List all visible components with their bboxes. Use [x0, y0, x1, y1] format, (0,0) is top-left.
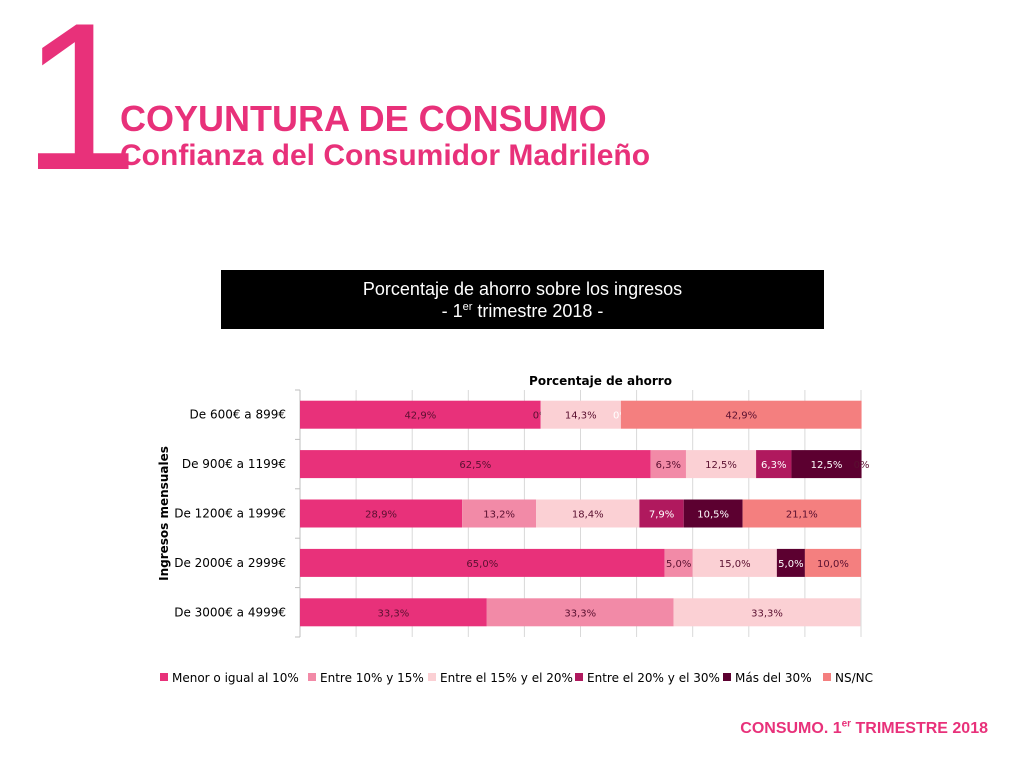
bar-segment: [692, 548, 777, 577]
caption-line-2-suffix: trimestre 2018 -: [472, 301, 604, 321]
bar-segment: [673, 598, 861, 627]
data-label: 33,3%: [564, 608, 596, 619]
data-label: 5,0%: [666, 559, 691, 570]
category-label: De 1200€ a 1999€: [174, 507, 286, 521]
data-label: 6,3%: [656, 460, 681, 471]
data-label: 6,3%: [761, 460, 786, 471]
bar-segment: [300, 598, 487, 627]
bar-segment: [791, 450, 862, 479]
caption-line-1: Porcentaje de ahorro sobre los ingresos: [362, 279, 683, 299]
data-label: 14,3%: [565, 411, 597, 422]
footer-label: CONSUMO. 1er TRIMESTRE 2018: [740, 718, 989, 738]
caption-line-2: - 1er trimestre 2018 -: [221, 300, 824, 322]
bar-segment: [462, 499, 537, 528]
legend-swatch: [428, 673, 436, 681]
data-label: 13,2%: [483, 510, 515, 521]
data-label: 7,9%: [649, 510, 674, 521]
data-label: 12,5%: [811, 460, 843, 471]
legend-swatch: [723, 673, 731, 681]
data-label: 10,5%: [697, 510, 729, 521]
footer-suffix: TRIMESTRE 2018: [851, 720, 989, 737]
bar-segment: [650, 450, 686, 479]
chart-title: Porcentaje de ahorro: [529, 374, 672, 388]
legend-swatch: [160, 673, 168, 681]
bar-segment: [300, 548, 665, 577]
bar-segment: [639, 499, 684, 528]
legend-label: Entre el 20% y el 30%: [587, 671, 720, 685]
category-label: De 2000€ a 2999€: [174, 556, 286, 570]
caption-line-2-prefix: - 1: [441, 301, 463, 321]
bar-segment: [776, 548, 805, 577]
category-label: De 600€ a 899€: [190, 408, 287, 422]
data-label: 15,0%: [719, 559, 751, 570]
data-label: 33,3%: [751, 608, 783, 619]
bar-segment: [804, 548, 861, 577]
data-label: 0%: [854, 460, 870, 471]
data-label: 18,4%: [572, 510, 604, 521]
legend-label: Entre el 15% y el 20%: [440, 671, 573, 685]
bar-segment: [300, 499, 463, 528]
category-label: De 900€ a 1199€: [182, 457, 286, 471]
data-label: 65,0%: [466, 559, 498, 570]
data-label: 10,0%: [817, 559, 849, 570]
footer-sup: er: [841, 718, 852, 730]
legend-swatch: [575, 673, 583, 681]
legend-label: Entre 10% y 15%: [320, 671, 424, 685]
data-label: 42,9%: [725, 411, 757, 422]
bar-segment: [486, 598, 674, 627]
data-label: 12,5%: [705, 460, 737, 471]
y-axis-label: Ingresos mensuales: [157, 446, 171, 581]
bar-segment: [664, 548, 693, 577]
footer-prefix: CONSUMO. 1: [740, 720, 842, 737]
page-subtitle: Confianza del Consumidor Madrileño: [120, 139, 651, 172]
data-label: 62,5%: [459, 460, 491, 471]
bar-segment: [300, 400, 541, 429]
legend-swatch: [823, 673, 831, 681]
legend-label: Menor o igual al 10%: [172, 671, 299, 685]
data-label: 21,1%: [786, 510, 818, 521]
bar-segment: [536, 499, 640, 528]
section-number: 1: [22, 0, 139, 214]
legend-label: NS/NC: [835, 671, 873, 685]
data-label: 28,9%: [365, 510, 397, 521]
data-label: 33,3%: [378, 608, 410, 619]
category-label: De 3000€ a 4999€: [174, 605, 286, 619]
page-title: COYUNTURA DE CONSUMO: [120, 98, 607, 139]
bar-segment: [620, 400, 862, 429]
legend-label: Más del 30%: [735, 671, 812, 685]
caption-line-2-sup: er: [462, 301, 473, 313]
bar-segment: [300, 450, 651, 479]
chart-caption-box: Porcentaje de ahorro sobre los ingresos …: [221, 270, 824, 329]
bar-segment: [540, 400, 621, 429]
bar-segment: [742, 499, 861, 528]
bar-segment: [756, 450, 792, 479]
data-label: 5,0%: [778, 559, 803, 570]
data-label: 42,9%: [404, 411, 436, 422]
bar-segment: [683, 499, 743, 528]
bar-segment: [685, 450, 757, 479]
legend-swatch: [308, 673, 316, 681]
